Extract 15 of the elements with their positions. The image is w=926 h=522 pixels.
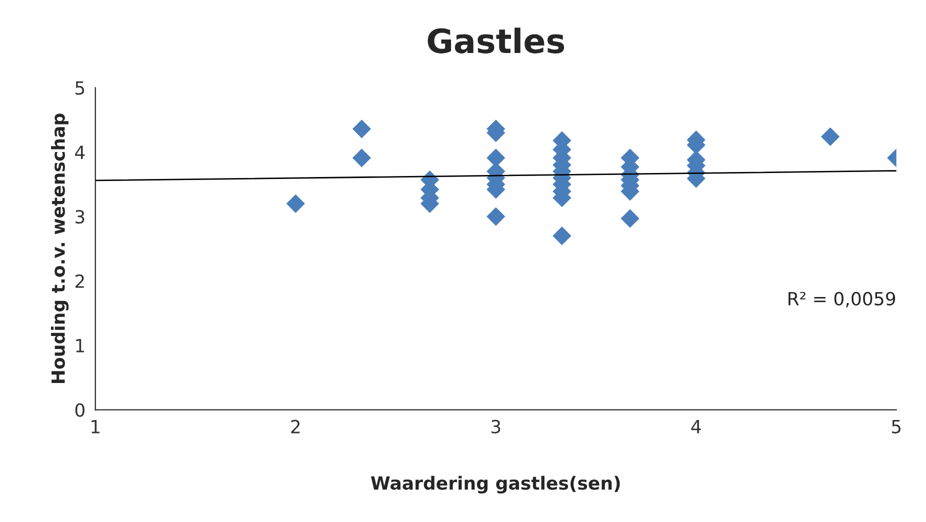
annotation: R² = 0,0059: [788, 292, 896, 308]
x-tick-label: 2: [291, 420, 300, 434]
y-tick-label: 0: [75, 403, 84, 417]
y-tick-label: 1: [76, 339, 84, 352]
y-tick-label: 5: [76, 81, 84, 95]
x-tick-label: 3: [492, 420, 500, 434]
y-tick-label: 2: [75, 274, 84, 288]
x-tick-label: 1: [92, 420, 100, 434]
y-tick-label: 4: [75, 146, 85, 159]
chart-title: Gastles: [428, 28, 564, 54]
x-axis-title: Waardering gastles(sen): [370, 476, 620, 494]
x-tick-label: 4: [691, 420, 701, 434]
y-axis-title: Houding t.o.v. wetenschap: [50, 114, 69, 383]
x-tick-label: 5: [892, 420, 901, 434]
y-tick-label: 3: [76, 210, 84, 224]
